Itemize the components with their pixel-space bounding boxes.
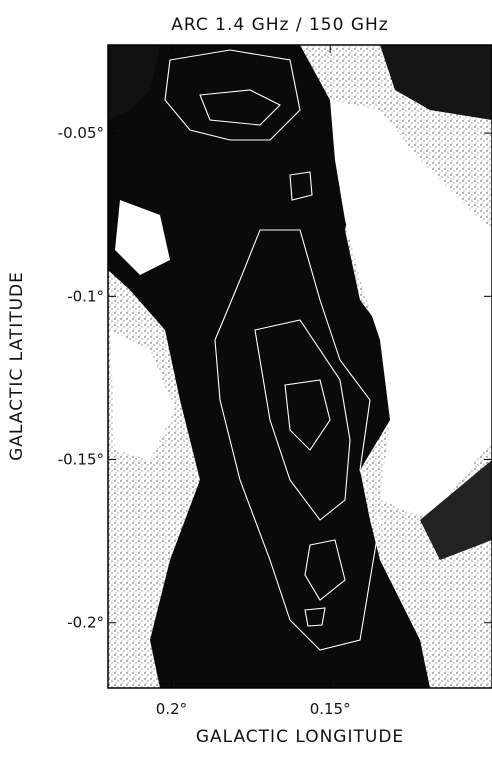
x-tick-label: 0.15° xyxy=(310,700,351,718)
figure: ARC 1.4 GHz / 150 GHz GALACTIC LONGITUDE… xyxy=(0,0,492,754)
x-axis-label: GALACTIC LONGITUDE xyxy=(196,727,404,747)
y-tick-label: -0.15° xyxy=(58,451,104,469)
x-tick-label: 0.2° xyxy=(156,700,187,718)
y-tick-label: -0.1° xyxy=(67,287,104,305)
chart-title: ARC 1.4 GHz / 150 GHz xyxy=(171,15,388,35)
y-tick-label: -0.2° xyxy=(67,614,104,632)
y-tick-label: -0.05° xyxy=(58,124,104,142)
y-axis-label: GALACTIC LATITUDE xyxy=(7,271,27,461)
image xyxy=(108,45,492,688)
